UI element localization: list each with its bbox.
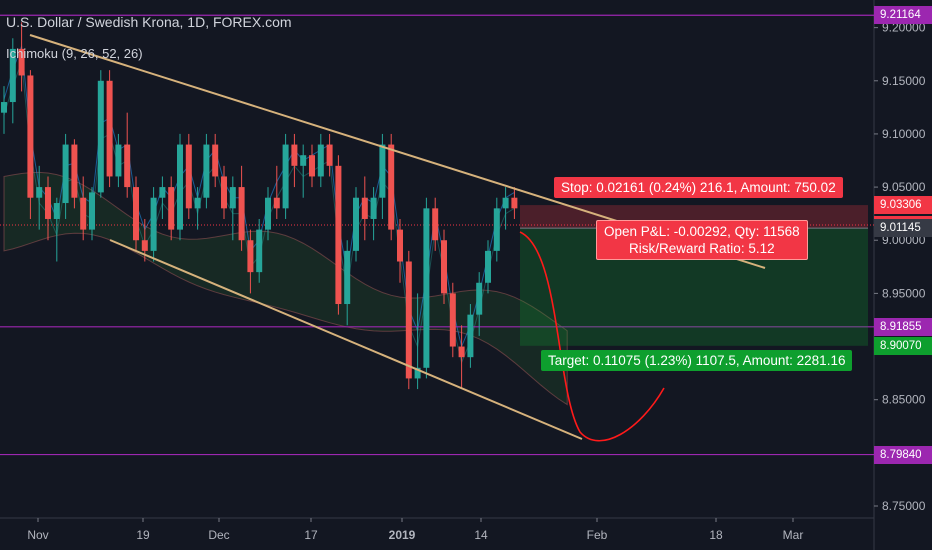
candle-body[interactable] — [273, 197, 280, 209]
candle-body[interactable] — [106, 80, 113, 177]
candle-body[interactable] — [159, 187, 166, 198]
candle-body[interactable] — [177, 144, 183, 230]
target-info-box[interactable]: Target: 0.11075 (1.23%) 1107.5, Amount: … — [541, 350, 853, 371]
risk-reward-line: Risk/Reward Ratio: 5.12 — [629, 241, 775, 256]
price-tag: 8.91855 — [874, 317, 932, 336]
candle-body[interactable] — [291, 144, 298, 166]
candle-body[interactable] — [282, 144, 289, 209]
stop-label: Stop: 0.02161 (0.24%) 216.1, Amount: 750… — [561, 180, 836, 195]
candle-body[interactable] — [9, 48, 16, 103]
lower-trendline[interactable] — [109, 239, 583, 440]
candle-body[interactable] — [493, 208, 500, 251]
candle-body[interactable] — [423, 208, 430, 368]
candle-body[interactable] — [229, 187, 236, 209]
candle-body[interactable] — [212, 144, 219, 177]
candle-body[interactable] — [256, 229, 263, 273]
candle-body[interactable] — [18, 48, 25, 76]
candle-body[interactable] — [317, 144, 324, 177]
candle-body[interactable] — [414, 367, 421, 379]
candle-body[interactable] — [97, 80, 104, 193]
candle-body[interactable] — [203, 144, 210, 198]
candle-body[interactable] — [71, 144, 78, 198]
price-tag: 9.21164 — [874, 6, 932, 25]
candle-body[interactable] — [511, 197, 518, 209]
y-tick-label: 9.05000 — [882, 180, 926, 194]
candle-body[interactable] — [185, 144, 192, 209]
y-tick-label: 8.85000 — [882, 393, 926, 407]
y-tick-label: 8.95000 — [882, 286, 926, 300]
stop-info-box[interactable]: Stop: 0.02161 (0.24%) 216.1, Amount: 750… — [554, 177, 843, 198]
x-tick-label: 19 — [136, 528, 150, 542]
candle-body[interactable] — [441, 240, 447, 294]
candle-body[interactable] — [62, 144, 69, 204]
y-tick-label: 9.10000 — [882, 127, 926, 141]
candle-body[interactable] — [309, 155, 315, 177]
candle-body[interactable] — [326, 144, 333, 166]
x-tick-label: Feb — [587, 528, 608, 542]
candle-body[interactable] — [467, 314, 474, 358]
candle-body[interactable] — [80, 197, 87, 230]
candle-body[interactable] — [335, 165, 342, 305]
candle-body[interactable] — [141, 240, 148, 251]
y-tick-label: 9.15000 — [882, 74, 926, 88]
candle-body[interactable] — [300, 155, 307, 166]
candle-body[interactable] — [458, 346, 465, 358]
candle-body[interactable] — [370, 197, 377, 219]
candle-body[interactable] — [353, 197, 359, 251]
candle-body[interactable] — [194, 197, 201, 209]
candle-body[interactable] — [344, 250, 351, 305]
candle-body[interactable] — [1, 102, 7, 113]
y-tick-label: 8.75000 — [882, 499, 926, 513]
x-tick-label: 17 — [304, 528, 318, 542]
candle-body[interactable] — [115, 144, 122, 177]
chart-title: U.S. Dollar / Swedish Krona, 1D, FOREX.c… — [6, 14, 292, 30]
candle-body[interactable] — [89, 192, 95, 230]
pnl-info-box[interactable]: Open P&L: -0.00292, Qty: 11568 Risk/Rewa… — [596, 220, 808, 260]
x-tick-label: 18 — [709, 528, 723, 542]
candle-body[interactable] — [150, 197, 157, 251]
target-label: Target: 0.11075 (1.23%) 1107.5, Amount: … — [548, 353, 846, 368]
x-tick-label: 14 — [474, 528, 488, 542]
candle-body[interactable] — [265, 197, 271, 230]
candle-body[interactable] — [361, 197, 368, 219]
candle-body[interactable] — [221, 176, 227, 209]
candle-body[interactable] — [168, 187, 175, 230]
candle-body[interactable] — [476, 282, 483, 315]
x-tick-label: Nov — [27, 528, 48, 542]
price-tag: 9.01145 — [874, 219, 932, 238]
candle-body[interactable] — [27, 75, 34, 198]
x-tick-label: 2019 — [389, 528, 416, 542]
projection-curve[interactable] — [519, 231, 665, 442]
candle-body[interactable] — [133, 187, 139, 241]
candle-body[interactable] — [124, 144, 131, 188]
pnl-line: Open P&L: -0.00292, Qty: 11568 — [604, 224, 800, 239]
candle-body[interactable] — [485, 250, 491, 283]
candle-body[interactable] — [502, 197, 509, 209]
candle-body[interactable] — [45, 187, 51, 219]
candle-body[interactable] — [449, 293, 456, 347]
x-tick-label: Dec — [208, 528, 229, 542]
candle-body[interactable] — [247, 240, 254, 273]
candle-body[interactable] — [388, 144, 395, 230]
price-tag: 8.79840 — [874, 445, 932, 464]
candle-body[interactable] — [405, 261, 412, 379]
candle-body[interactable] — [238, 187, 245, 241]
candle-body[interactable] — [379, 144, 386, 198]
x-tick-label: Mar — [783, 528, 804, 542]
indicator-legend[interactable]: Ichimoku (9, 26, 52, 26) — [6, 46, 143, 61]
price-tag: 9.03306 — [874, 196, 932, 215]
candle-body[interactable] — [36, 187, 43, 198]
candle-body[interactable] — [432, 208, 439, 241]
candle-body[interactable] — [53, 203, 60, 219]
candle-body[interactable] — [397, 229, 403, 262]
price-tag: 8.90070 — [874, 336, 932, 355]
